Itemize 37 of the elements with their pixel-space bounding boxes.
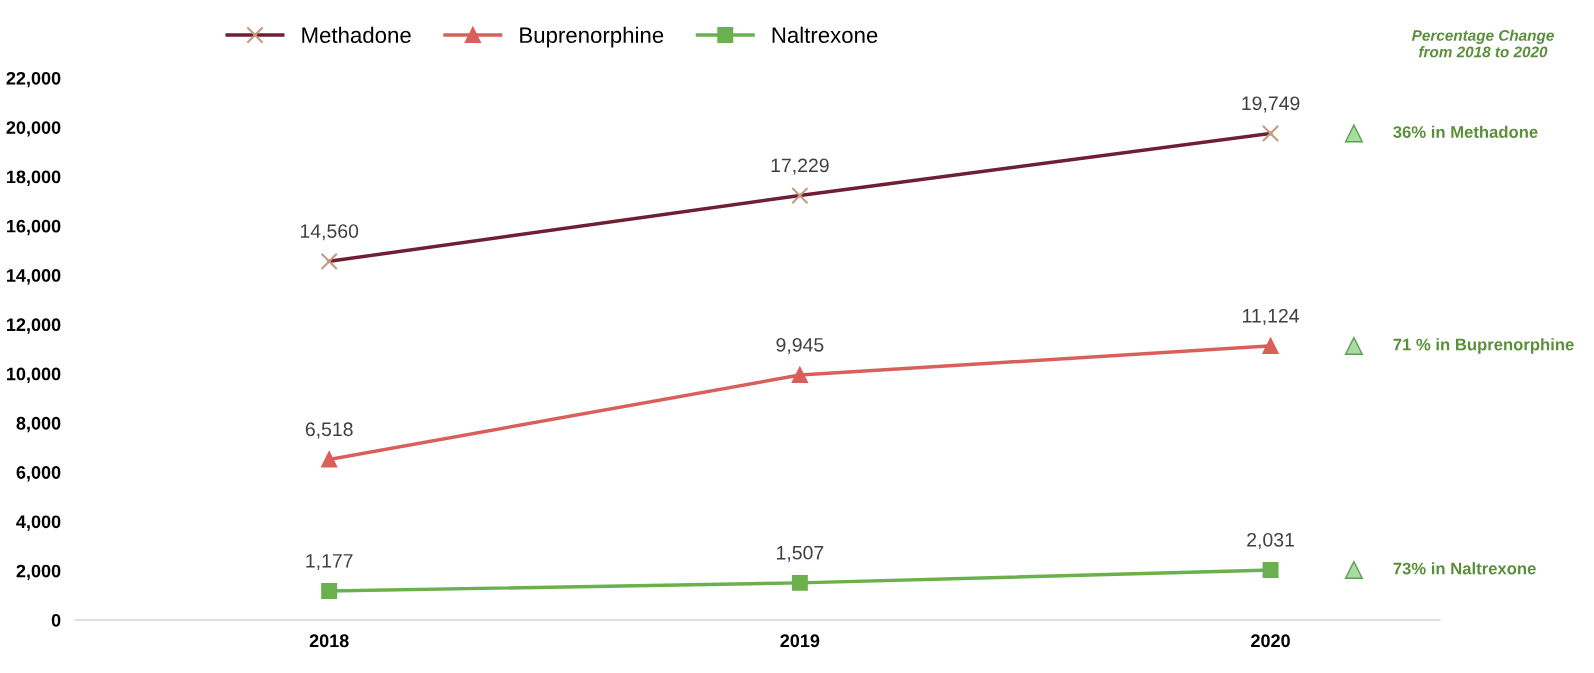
point <box>1262 337 1279 354</box>
y-tick-label: 10,000 <box>7 367 61 383</box>
y-tick-label: 22,000 <box>6 71 61 88</box>
x-tick-label: 2018 <box>309 634 349 648</box>
annotation: 71 % in Buprenorphine <box>1393 338 1574 354</box>
data-label: 1,177 <box>306 554 353 571</box>
y-tick-label: 18,000 <box>7 170 61 186</box>
data-label: 14,560 <box>300 224 359 241</box>
y-tick-label: 12,000 <box>7 318 61 334</box>
data-label: 6,518 <box>305 422 353 439</box>
y-tick-label: 16,000 <box>7 219 61 236</box>
point <box>1262 561 1279 578</box>
point <box>321 451 338 468</box>
y-tick-label: 6,000 <box>16 466 61 482</box>
data-label: 2,031 <box>1247 532 1294 549</box>
y-tick-label: 2,000 <box>16 564 61 581</box>
point <box>791 574 808 591</box>
x-tick-label: 2020 <box>1251 634 1290 648</box>
data-label: 1,507 <box>777 545 824 562</box>
annotation: 73% in Naltrexone <box>1393 562 1536 575</box>
y-tick-label: 20,000 <box>6 121 61 137</box>
text: Percentage Change from 2018 to 2020 <box>1411 29 1554 58</box>
y-tick-label: 8,000 <box>16 416 61 433</box>
legend-label: Naltrexone <box>772 26 878 44</box>
point <box>791 367 808 383</box>
annotation: 36% in Methadone <box>1393 125 1538 138</box>
y-tick-label: 0 <box>51 613 61 627</box>
data-label: 11,124 <box>1243 308 1299 325</box>
y-tick-label: 4,000 <box>16 515 61 531</box>
data-label: 9,945 <box>776 337 824 354</box>
legend-label: Methadone <box>302 26 411 44</box>
data-label: 19,749 <box>1242 96 1300 113</box>
y-tick-label: 14,000 <box>7 269 61 285</box>
x-tick-label: 2019 <box>780 634 820 648</box>
legend-label: Buprenorphine <box>520 26 664 48</box>
data-label: 17,229 <box>771 158 829 175</box>
point <box>321 583 338 599</box>
